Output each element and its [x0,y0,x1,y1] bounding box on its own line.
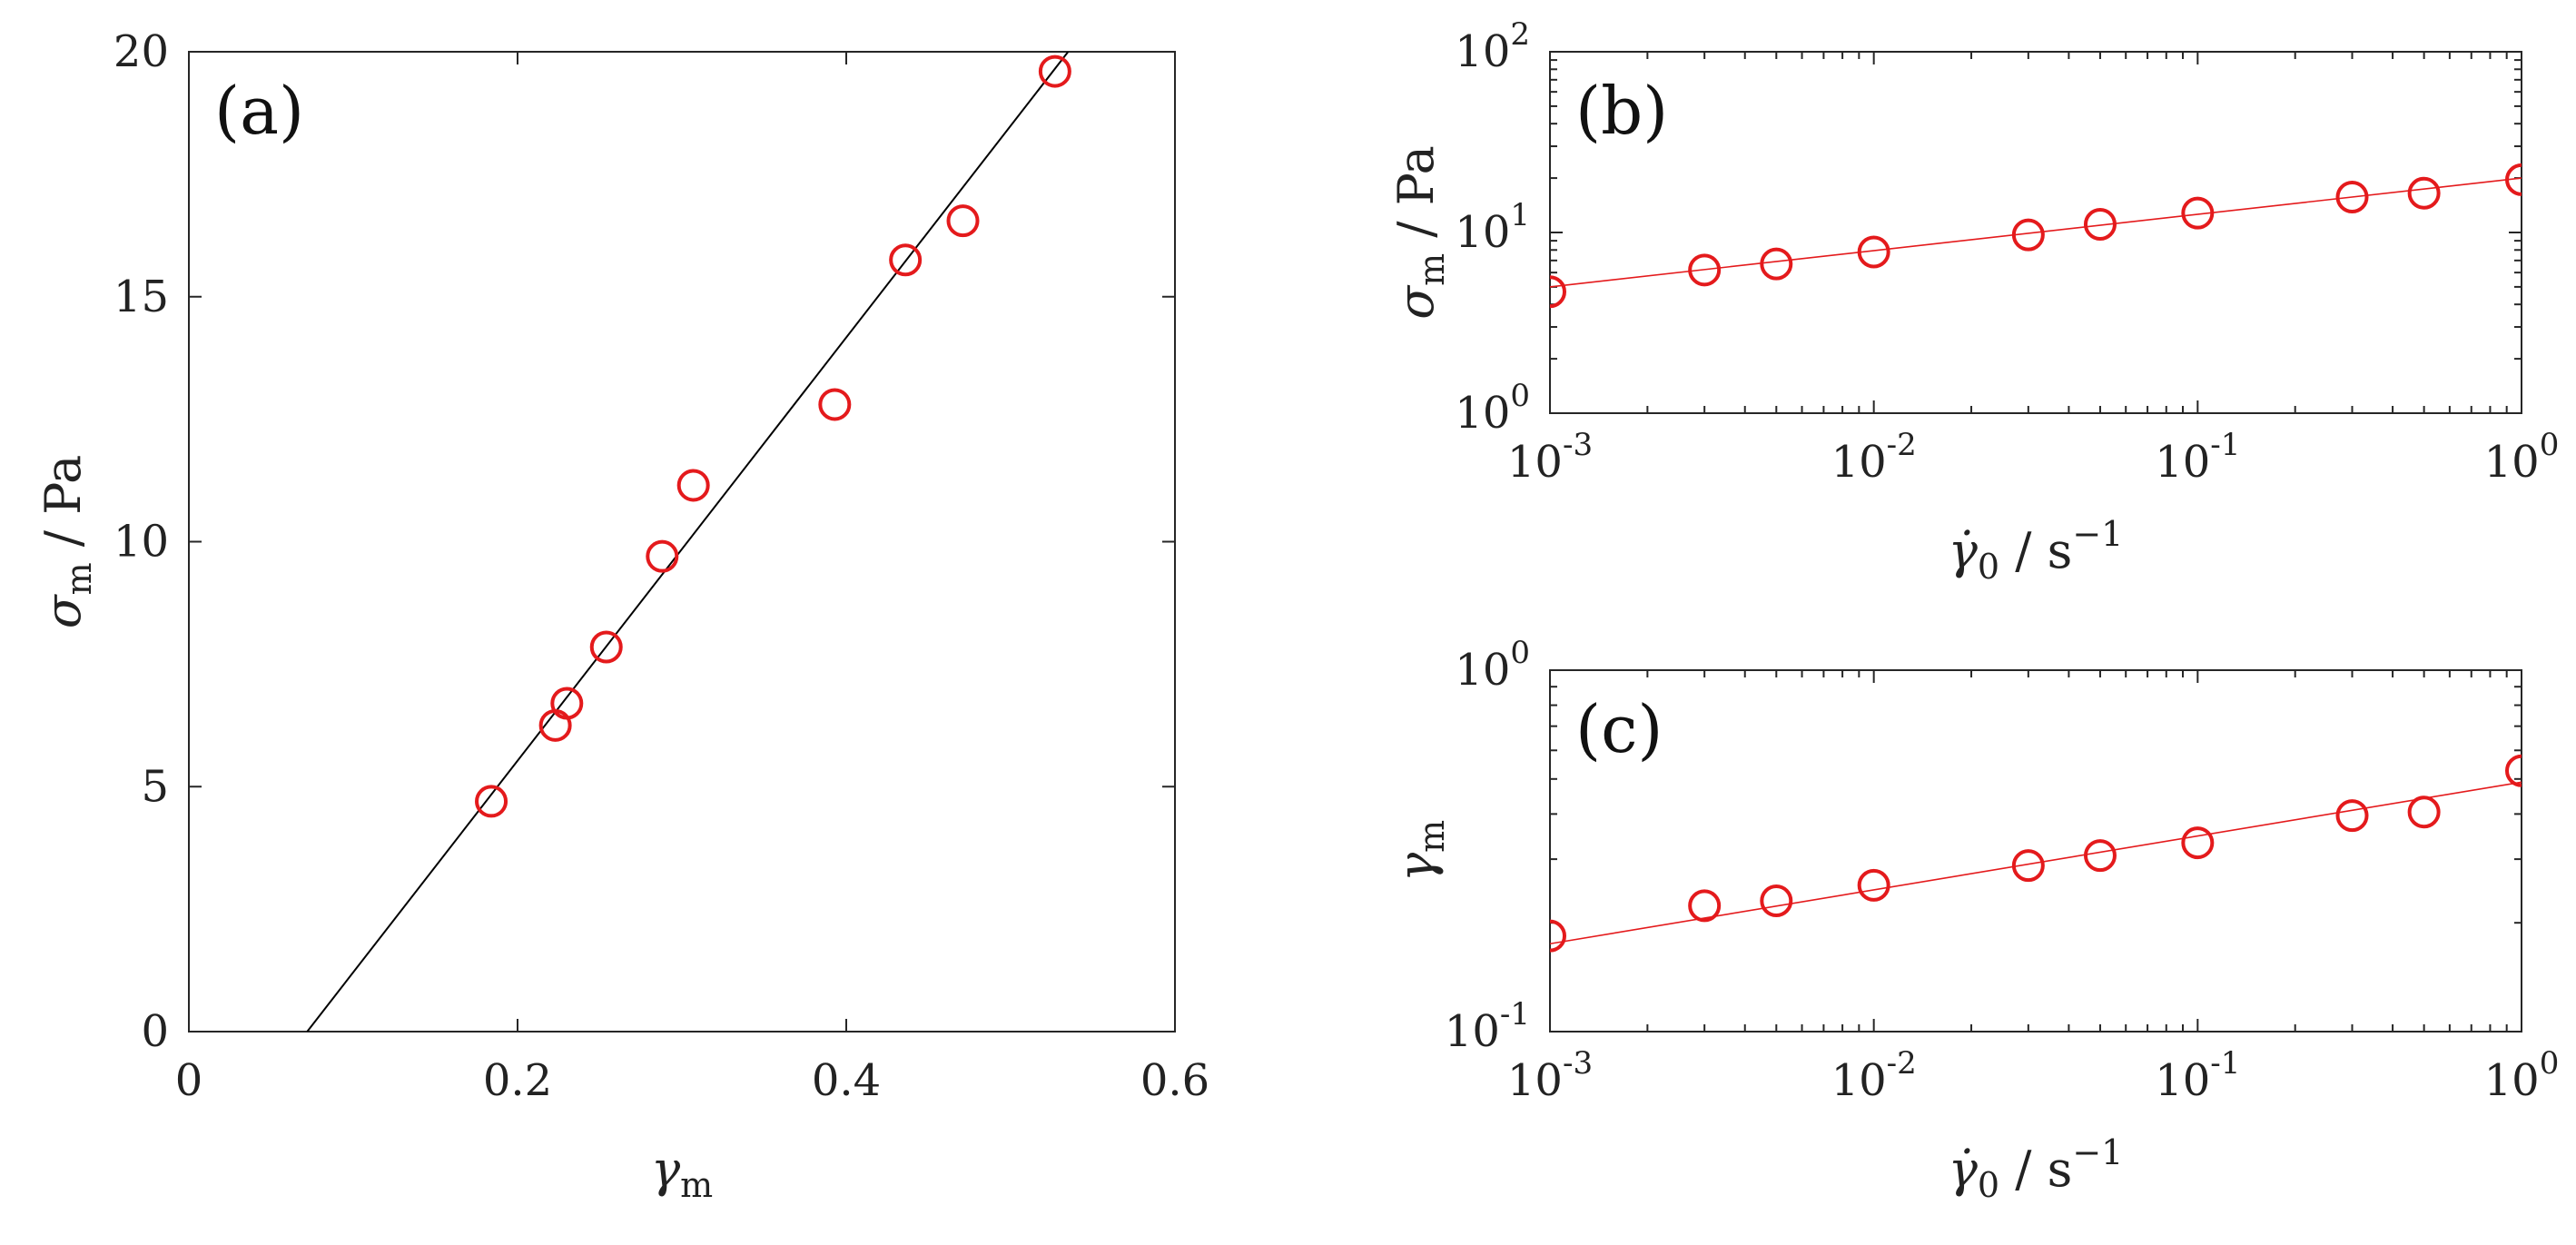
axis-ticks [188,51,1176,1033]
y-tick-label: 10-1 [1445,996,1530,1057]
y-tick-label: 100 [1455,378,1530,439]
data-point [1760,247,1793,281]
data-point [1038,54,1071,88]
data-layer [306,52,1071,1032]
axis-ticks [1549,669,2522,1033]
panel-label: (a) [214,73,304,149]
data-point [1550,919,1566,953]
y-tick-label: 15 [114,272,169,322]
data-point [550,687,584,720]
x-axis-label: γm [651,1141,713,1205]
x-tick-label: 10-1 [2155,427,2240,488]
x-tick-label: 10-2 [1831,427,1917,488]
data-point [2505,754,2522,787]
chart-panel-c: 10-3 10-2 10-1 100 10-1 100 γ̇0 / s−1 γm (c) [1387,635,2559,1205]
x-tick-label: 0.4 [812,1055,881,1106]
data-point [2181,826,2215,860]
data-point [1688,889,1722,923]
x-axis-label: γ̇0 / s−1 [1949,1132,2124,1205]
data-layer [1550,754,2522,953]
x-tick-label: 0.2 [483,1055,552,1106]
data-point [2011,849,2045,883]
data-layer [1550,163,2522,309]
data-point [889,243,923,277]
data-point [818,388,852,421]
y-tick-label: 102 [1455,16,1530,77]
y-tick-label: 20 [114,26,169,77]
fit-line [306,52,1070,1032]
y-tick-label: 100 [1455,635,1530,696]
x-axis-label: γ̇0 / s−1 [1949,514,2124,587]
fit-line [1550,781,2522,945]
x-tick-label: 100 [2484,427,2560,488]
data-point [1857,868,1890,902]
x-tick-label: 10-1 [2155,1045,2240,1106]
x-tick-label: 0.6 [1140,1055,1209,1106]
data-point [1760,884,1793,918]
x-tick-label: 10-3 [1507,1045,1593,1106]
y-tick-label: 5 [141,761,169,812]
data-point [475,785,508,818]
data-point [589,630,623,664]
x-tick-label: 0 [175,1055,203,1106]
data-point [2407,176,2441,210]
data-point [946,204,980,238]
plot-area-frame [1549,669,2522,1033]
y-axis-label: σm / Pa [1387,145,1452,320]
data-point [646,539,679,573]
data-point [2335,799,2369,833]
data-point [1857,235,1890,269]
fit-line [1550,177,2522,288]
x-tick-label: 10-2 [1831,1045,1917,1106]
data-point [2407,795,2441,829]
panel-label: (c) [1575,691,1663,767]
plot-area-frame [188,51,1176,1033]
data-point [2083,207,2117,241]
chart-panel-a: 0 0.2 0.4 0.6 0 5 10 15 20 γm σm / Pa (a) [35,26,1209,1205]
x-tick-label: 100 [2484,1045,2560,1106]
data-point [676,469,710,502]
chart-panel-b: 10-3 10-2 10-1 100 100 101 102 γ̇0 / s−1 σm / Pa… [1387,16,2559,587]
y-axis-label: σm / Pa [35,455,99,629]
y-tick-label: 0 [141,1006,169,1057]
y-axis-label: γm [1387,820,1452,882]
data-point [2083,839,2117,873]
y-tick-label: 101 [1455,197,1530,258]
x-tick-label: 10-3 [1507,427,1593,488]
y-tick-label: 10 [114,517,169,568]
data-point [2011,218,2045,252]
data-point [2505,163,2522,196]
data-point [1688,253,1722,287]
panel-label: (b) [1575,73,1668,149]
data-point [2181,196,2215,230]
data-point [2335,181,2369,214]
data-point [1550,275,1566,309]
